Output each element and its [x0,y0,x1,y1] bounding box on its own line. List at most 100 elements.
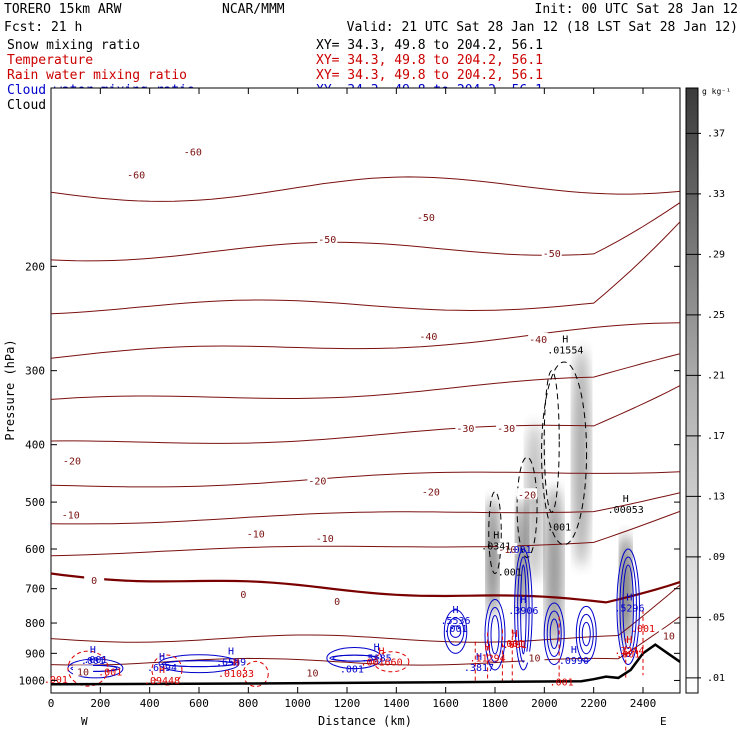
cloud-water-contour [490,614,500,655]
maximum-value: .11294 [470,654,506,665]
maximum-value: .00053 [608,505,644,516]
colorbar-tick-label: .21 [707,370,725,381]
contour-value-label: .001 [98,667,122,678]
cloud-water-contour [158,654,240,674]
temp-label-bg [307,474,328,486]
cloud-water-contour [581,621,591,647]
contour-value-label: .001 [547,523,571,534]
temperature-label: -50 [417,213,435,224]
temperature-label: -20 [63,456,81,467]
colorbar: .01 .05 .09 .13 .17 .21 .25 .29 .33 .37 g kg⁻¹ [685,87,731,694]
contour-value-label: .001 [498,568,522,579]
temperature-contour [51,322,680,359]
rain-water-contours [67,609,644,687]
cloud-water-contour [546,610,562,658]
cloud-ice-contour [516,456,538,558]
temp-label-bg [455,422,476,434]
temp-label-bg [126,168,147,180]
maximum-marker: H [626,635,632,646]
temp-label-bg [182,145,203,157]
x-axis-label: Distance (km) [318,714,412,728]
cloud-ice-contour [543,370,560,513]
cloud-water-contour [520,564,527,655]
cloud-water-contour [619,556,637,658]
contour-value-label: .001 [616,649,640,660]
maximum-value: .01554 [547,345,583,356]
temp-label-bg [245,527,266,539]
maximum-value: .3817 [464,663,494,674]
y-tick-label: 900 [25,647,45,660]
temperature-contour [51,385,680,444]
temperature-contour [51,471,680,488]
temperature-contour [51,176,680,202]
temperature-label: -10 [498,545,516,556]
temperature-label: -60 [127,171,145,182]
legend-domain: XY= 34.3, 49.8 to 204.2, 56.1 [316,68,543,83]
temperature-label: 0 [91,576,97,587]
y-tick-label: 200 [25,260,45,273]
legend-domain: XY= 34.3, 49.8 to 204.2, 56.1 [316,53,543,68]
cloud-water-contour [616,548,640,666]
cloud-water-contours [67,548,640,679]
maximum-marker: H [493,531,499,542]
colorbar-tick-label: .37 [707,128,725,139]
legend-domain: XY= 34.3, 49.8 to 204.2, 56.1 [316,38,543,53]
cloud-water-contour [326,647,383,670]
temperature-label: -60 [184,148,202,159]
header: TORERO 15km ARW NCAR/MMM Init: 00 UTC Sa… [4,2,738,35]
contour-value-label: .001 [443,624,467,635]
temperature-contour [51,221,680,315]
maximum-value: .5185 [362,654,392,665]
temperature-label: -30 [497,424,515,435]
maximum-value: .0341 [481,542,511,553]
rain-water-contour [67,650,109,687]
maximum-value: .001660 [360,657,402,668]
center-title: NCAR/MMM [222,2,285,17]
colorbar-tick-label: .33 [707,189,725,200]
maximum-value: .0990 [559,656,589,667]
cloud-water-contour [575,605,597,663]
maximum-marker: H [453,605,459,616]
forecast-hour: Fcst: 21 h [4,20,82,35]
temperature-label: 10 [528,654,540,665]
temp-label-bg [497,543,518,555]
maximum-marker: H [485,643,491,654]
temperature-label: -50 [543,249,561,260]
temperature-label: 10 [77,667,89,678]
maximum-value: .5536 [440,616,470,627]
maximum-marker: H [228,646,234,657]
valid-time: Valid: 21 UTC Sat 28 Jan 12 (18 LST Sat … [347,20,738,35]
legend-name: Rain water mixing ratio [7,68,187,83]
cloud-water-contour [332,654,377,662]
temp-label-bg [317,233,338,245]
model-title: TORERO 15km ARW [4,2,122,17]
x-tick-label: 2200 [580,697,607,710]
x-tick-label: 0 [48,697,55,710]
cloud-ice-contour [488,491,502,575]
x-tick-label: 2000 [531,697,558,710]
cloud-water-contour [543,602,565,666]
colorbar-unit: g kg⁻¹ [702,87,731,96]
contour-value-label: .001 [340,665,364,676]
maximum-marker: H [233,658,239,669]
temperature-label: -50 [318,235,336,246]
temp-label-bg [302,666,323,678]
rain-water-contour [373,651,410,673]
temperature-label: 0 [334,597,340,608]
contour-value-label: .001 [550,678,574,689]
maximum-marker: H [476,652,482,663]
temp-label-bg [541,247,562,259]
y-tick-label: 400 [25,439,45,452]
x-tick-label: 1800 [482,697,509,710]
maximum-value: .001 [81,656,105,667]
temp-label-bg [418,329,439,341]
temp-label-bg [84,574,105,586]
init-time: Init: 00 UTC Sat 28 Jan 12 [535,2,739,17]
temperature-label: -40 [529,335,547,346]
temp-label-bg [60,508,81,520]
colorbar-tick-label: .17 [707,431,725,442]
maximum-marker: H [562,334,568,345]
x-tick-label: 400 [140,697,160,710]
maximum-marker: H [379,646,385,657]
